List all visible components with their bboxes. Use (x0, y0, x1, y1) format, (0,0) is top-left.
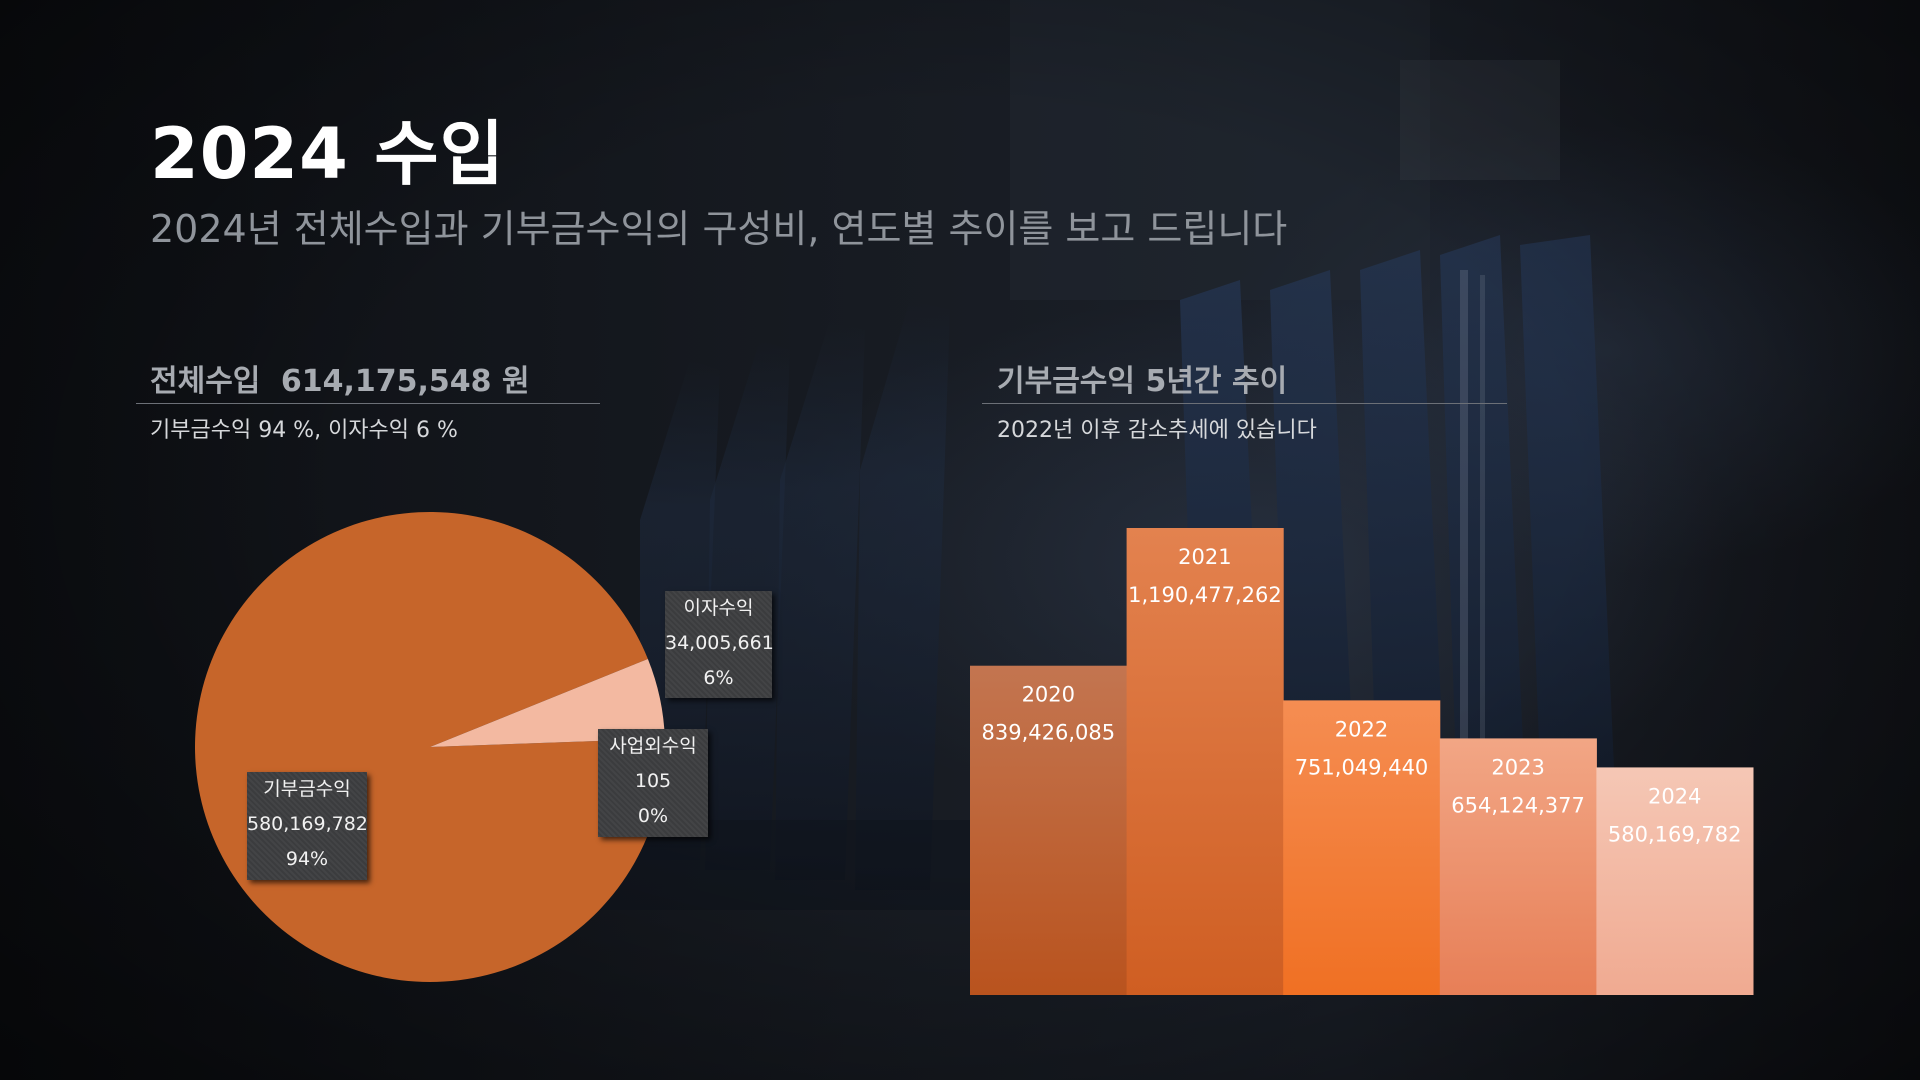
callout-interest-percent: 6% (703, 667, 734, 689)
bar-value-label: 839,426,085 (981, 721, 1115, 745)
donation-trend-heading: 기부금수익 5년간 추이 (997, 364, 1288, 399)
callout-interest-label: 이자수익 (683, 597, 754, 619)
pie-slice-donation (194, 511, 665, 982)
bar-value-label: 654,124,377 (1451, 793, 1585, 817)
bar-svg: 2020 839,426,085 2021 1,190,477,262 2022 751,… (970, 528, 1754, 995)
pie-callout-donation: 기부금수익 580,169,782 94% (247, 772, 368, 880)
total-income-value: 614,175,548 원 (280, 364, 530, 399)
bar-year-label: 2020 (1022, 683, 1075, 707)
bar-2024 (1596, 767, 1754, 995)
pie-callout-other: 사업외수익 105 0% (598, 729, 708, 837)
bar-year-label: 2023 (1491, 755, 1544, 779)
total-income-heading: 전체수입 614,175,548 원 (150, 356, 530, 400)
pie-callout-interest: 이자수익 34,005,661 6% (665, 591, 774, 698)
income-pie-chart (194, 511, 665, 982)
bar-value-label: 751,049,440 (1295, 755, 1429, 779)
callout-donation-value: 580,169,782 (247, 813, 368, 835)
donation-trend-note: 2022년 이후 감소추세에 있습니다 (997, 418, 1317, 443)
callout-donation-label: 기부금수익 (263, 778, 351, 800)
bar-year-label: 2024 (1648, 784, 1701, 808)
bar-value-label: 580,169,782 (1608, 822, 1742, 846)
page-subtitle: 2024년 전체수입과 기부금수익의 구성비, 연도별 추이를 보고 드립니다 (150, 207, 1288, 251)
callout-interest-value: 34,005,661 (665, 632, 774, 654)
pie-svg (194, 511, 665, 982)
left-section-divider (136, 403, 600, 404)
bar-value-label: 1,190,477,262 (1128, 583, 1282, 607)
right-section-divider (982, 403, 1507, 404)
callout-other-percent: 0% (637, 805, 669, 827)
callout-donation-percent: 94% (285, 848, 329, 870)
callout-other-label: 사업외수익 (609, 735, 697, 757)
bar-2020 (970, 665, 1128, 995)
total-income-label: 전체수입 (150, 364, 261, 399)
pie-slice-interest (430, 658, 665, 747)
bar-2022 (1283, 700, 1441, 995)
bar-2021 (1126, 528, 1284, 995)
income-composition-note: 기부금수익 94 %, 이자수익 6 % (150, 418, 458, 443)
bar-2023 (1439, 738, 1597, 995)
page-title: 2024 수입 (150, 113, 505, 195)
bar-year-label: 2022 (1335, 717, 1388, 741)
callout-other-value: 105 (634, 770, 672, 792)
bar-year-label: 2021 (1178, 545, 1231, 569)
donation-bar-chart: 2020 839,426,085 2021 1,190,477,262 2022 751,… (970, 520, 1755, 995)
